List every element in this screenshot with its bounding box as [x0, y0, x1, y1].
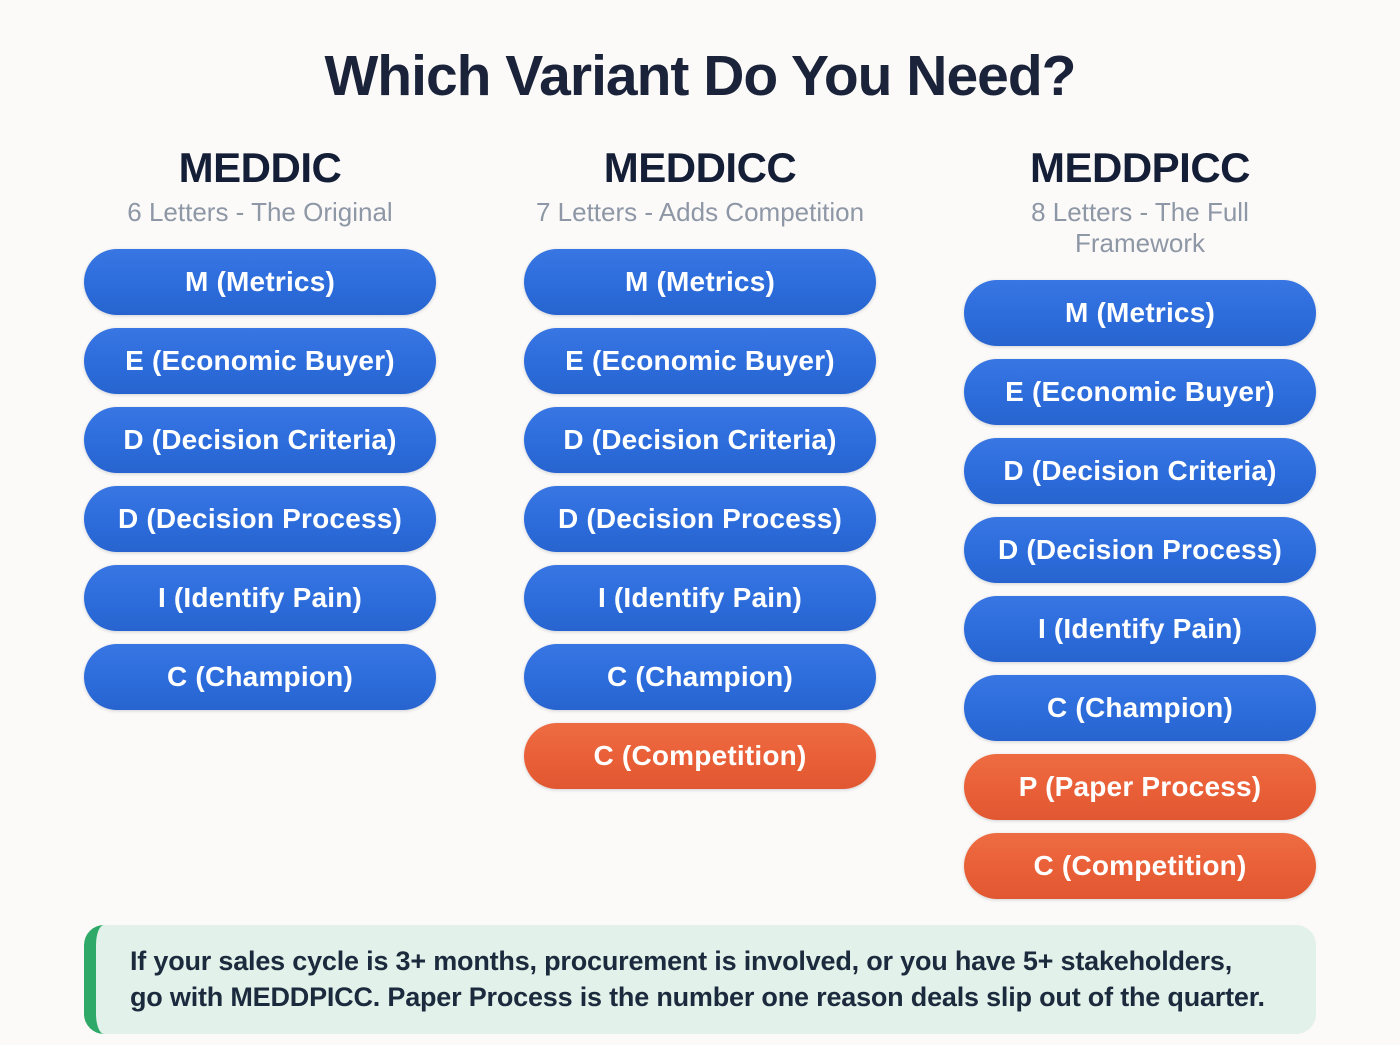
pill-champion: C (Champion) — [964, 675, 1316, 742]
pill-economic-buyer: E (Economic Buyer) — [964, 359, 1316, 426]
column-meddicc-pill-list: M (Metrics) E (Economic Buyer) D (Decisi… — [524, 249, 876, 790]
pill-identify-pain: I (Identify Pain) — [964, 596, 1316, 663]
pill-competition: C (Competition) — [964, 833, 1316, 900]
column-meddic: MEDDIC 6 Letters - The Original M (Metri… — [84, 143, 436, 711]
column-meddic-title: MEDDIC — [178, 143, 342, 191]
column-meddicc-subtitle: 7 Letters - Adds Competition — [535, 196, 865, 227]
column-meddicc: MEDDICC 7 Letters - Adds Competition M (… — [524, 143, 876, 790]
pill-metrics: M (Metrics) — [524, 249, 876, 316]
pill-identify-pain: I (Identify Pain) — [84, 565, 436, 632]
pill-decision-criteria: D (Decision Criteria) — [964, 438, 1316, 505]
column-meddpicc-pill-list: M (Metrics) E (Economic Buyer) D (Decisi… — [964, 280, 1316, 900]
column-meddpicc-subtitle: 8 Letters - The Full Framework — [1031, 196, 1249, 259]
pill-decision-process: D (Decision Process) — [84, 486, 436, 553]
pill-champion: C (Champion) — [84, 644, 436, 711]
pill-decision-process: D (Decision Process) — [524, 486, 876, 553]
pill-metrics: M (Metrics) — [964, 280, 1316, 347]
column-meddicc-title: MEDDICC — [603, 143, 797, 191]
pill-competition: C (Competition) — [524, 723, 876, 790]
pill-identify-pain: I (Identify Pain) — [524, 565, 876, 632]
column-meddic-subtitle: 6 Letters - The Original — [127, 196, 393, 227]
recommendation-note: If your sales cycle is 3+ months, procur… — [84, 925, 1316, 1035]
note-line-2: go with MEDDPICC. Paper Process is the n… — [130, 981, 1265, 1012]
note-line-1: If your sales cycle is 3+ months, procur… — [130, 946, 1233, 977]
column-meddpicc: MEDDPICC 8 Letters - The Full Framework … — [964, 144, 1316, 900]
pill-decision-criteria: D (Decision Criteria) — [84, 407, 436, 474]
pill-economic-buyer: E (Economic Buyer) — [524, 328, 876, 395]
column-meddic-pill-list: M (Metrics) E (Economic Buyer) D (Decisi… — [84, 249, 436, 711]
pill-economic-buyer: E (Economic Buyer) — [84, 328, 436, 395]
pill-decision-criteria: D (Decision Criteria) — [524, 407, 876, 474]
pill-decision-process: D (Decision Process) — [964, 517, 1316, 584]
page-title: Which Variant Do You Need? — [324, 44, 1077, 108]
pill-paper-process: P (Paper Process) — [964, 754, 1316, 821]
pill-metrics: M (Metrics) — [84, 249, 436, 316]
variant-columns: MEDDIC 6 Letters - The Original M (Metri… — [0, 144, 1400, 900]
pill-champion: C (Champion) — [524, 644, 876, 711]
column-meddpicc-title: MEDDPICC — [1029, 143, 1251, 191]
